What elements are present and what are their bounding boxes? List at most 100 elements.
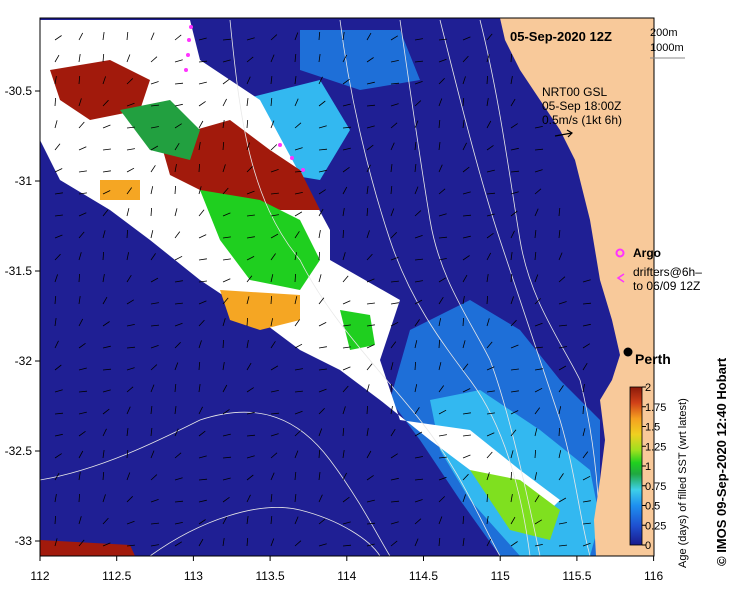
- x-tick-label: 112: [30, 569, 49, 583]
- current-vector: [510, 368, 519, 371]
- current-vector: [54, 494, 57, 503]
- x-axis-ticks: 112 112.5 113 113.5 114 114.5 115 115.5 116: [30, 556, 663, 583]
- current-vector: [462, 76, 466, 85]
- current-vector: [174, 185, 176, 195]
- x-tick-label: 114.5: [409, 569, 438, 583]
- map-title: 05-Sep-2020 12Z: [510, 29, 612, 44]
- current-vector: [294, 147, 303, 151]
- current-vector: [318, 494, 323, 503]
- current-vector: [462, 142, 467, 151]
- current-vector: [270, 253, 276, 261]
- current-vector: [342, 229, 344, 239]
- current-vector: [198, 37, 207, 41]
- current-vector: [318, 125, 327, 129]
- current-vector: [78, 296, 81, 305]
- current-vector: [222, 98, 227, 107]
- y-tick-label: -31.5: [5, 264, 33, 278]
- current-vector: [438, 318, 441, 327]
- current-vector: [342, 147, 351, 151]
- current-vector: [414, 258, 424, 261]
- current-vector: [222, 278, 231, 283]
- current-vector: [78, 430, 86, 437]
- current-vector: [270, 365, 279, 371]
- depth-legend-200m: 200m: [650, 27, 678, 39]
- current-vector: [390, 383, 392, 393]
- current-vector: [486, 252, 492, 261]
- current-vector: [246, 455, 255, 459]
- current-vector: [78, 170, 87, 173]
- current-vector: [174, 280, 183, 283]
- current-vector: [54, 515, 56, 525]
- current-vector: [54, 340, 59, 349]
- current-vector: [486, 295, 488, 305]
- current-vector: [198, 209, 205, 217]
- current-vector: [78, 390, 88, 393]
- current-vector: [126, 367, 135, 371]
- current-vector: [582, 500, 591, 503]
- current-vector: [414, 499, 423, 503]
- current-vector: [102, 148, 111, 151]
- current-vector: [294, 252, 297, 261]
- current-vector: [78, 273, 80, 283]
- current-vector: [198, 455, 207, 459]
- current-vector: [174, 406, 177, 415]
- current-vector: [534, 544, 543, 547]
- current-vector: [246, 214, 255, 217]
- current-vector: [102, 274, 105, 283]
- current-vector: [414, 81, 423, 85]
- current-vector: [150, 165, 156, 173]
- current-vector: [54, 192, 63, 195]
- current-vector: [246, 76, 251, 85]
- current-vector: [198, 499, 207, 503]
- current-vector: [342, 521, 351, 525]
- current-vector: [174, 208, 178, 217]
- current-vector: [318, 543, 327, 547]
- current-vector: [318, 472, 321, 481]
- current-vector: [294, 296, 298, 305]
- current-vector: [486, 390, 495, 393]
- current-vector: [54, 433, 63, 437]
- current-vector: [102, 408, 110, 415]
- current-vector: [342, 32, 345, 41]
- current-vector: [486, 366, 495, 371]
- current-vector: [126, 208, 130, 217]
- current-vector: [438, 164, 443, 173]
- current-vector: [78, 54, 81, 63]
- current-vector: [102, 170, 111, 173]
- current-vector: [126, 126, 135, 129]
- current-vector: [246, 190, 255, 195]
- current-vector: [102, 230, 106, 239]
- current-vector: [126, 472, 131, 481]
- current-vector: [414, 235, 423, 239]
- current-vector: [318, 169, 327, 173]
- current-vector: [486, 33, 493, 41]
- current-vector: [486, 538, 492, 547]
- current-vector: [270, 412, 280, 415]
- current-vector: [534, 208, 539, 217]
- current-vector: [558, 276, 566, 283]
- current-vector: [222, 384, 228, 393]
- current-vector: [174, 59, 183, 63]
- current-vector: [510, 147, 519, 151]
- current-vector: [318, 322, 327, 327]
- current-vector: [54, 274, 58, 283]
- current-vector: [438, 277, 447, 283]
- current-vector: [102, 53, 105, 63]
- current-vector: [534, 169, 543, 173]
- current-vector: [438, 188, 446, 195]
- current-vector: [318, 274, 322, 283]
- current-vector: [438, 362, 442, 371]
- current-vector: [78, 342, 86, 349]
- current-vector: [198, 101, 206, 107]
- current-vector: [102, 32, 105, 41]
- current-vector: [294, 98, 299, 107]
- x-tick-label: 116: [644, 569, 663, 583]
- current-vector: [390, 453, 398, 459]
- current-vector: [222, 141, 225, 151]
- current-vector: [126, 167, 135, 173]
- current-vector: [294, 32, 299, 41]
- colorbar: [629, 386, 643, 546]
- current-vector: [150, 345, 159, 349]
- current-vector: [534, 148, 544, 151]
- current-vector: [126, 274, 132, 283]
